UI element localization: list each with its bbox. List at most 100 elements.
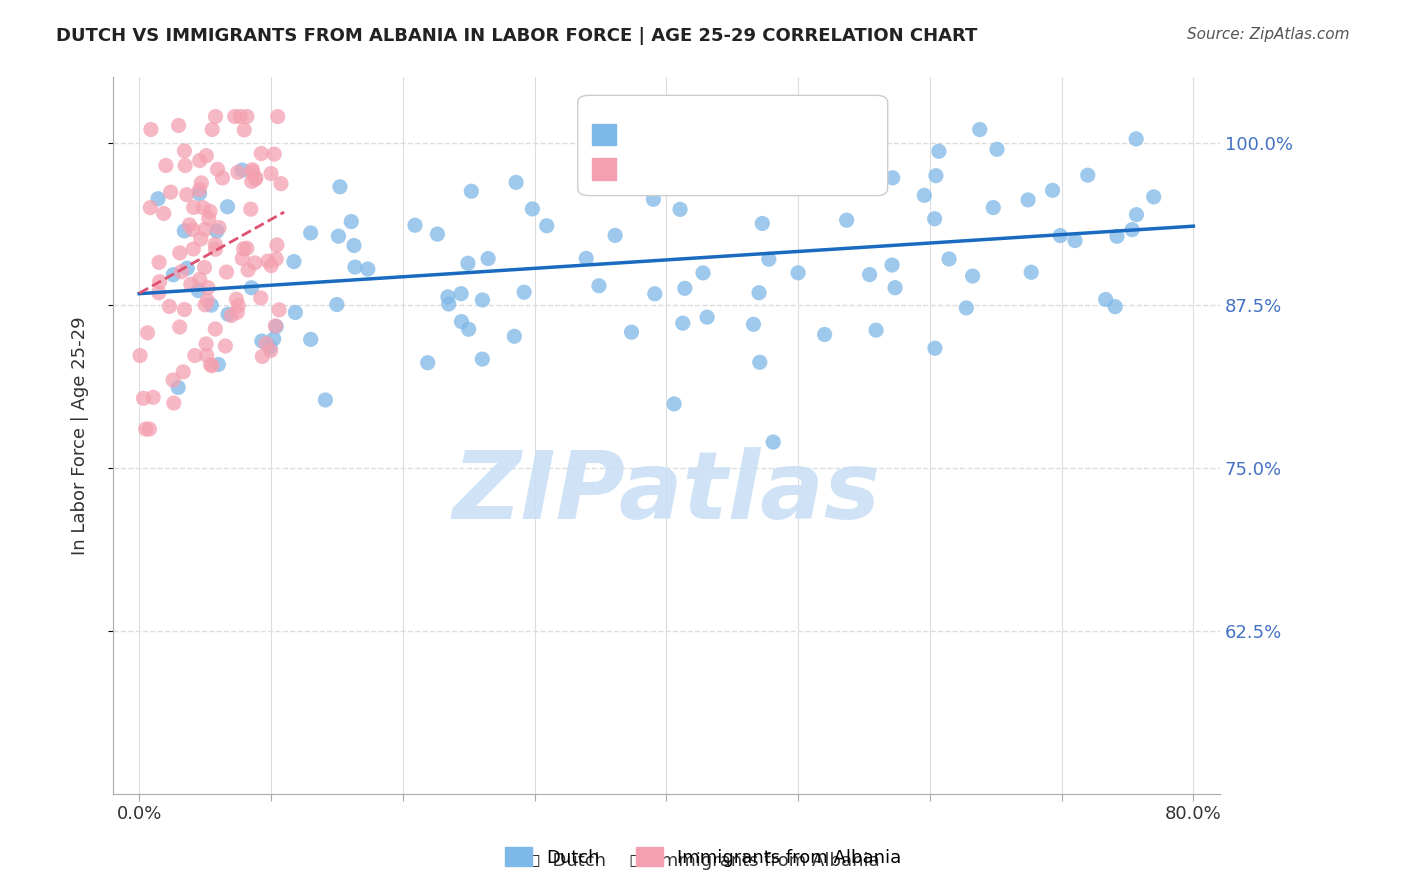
Immigrants from Albania	[162, 373, 184, 387]
Immigrants from Albania	[204, 322, 226, 336]
Dutch	[513, 285, 536, 300]
Dutch	[505, 175, 527, 189]
Immigrants from Albania	[204, 242, 226, 256]
Dutch	[264, 319, 287, 334]
Immigrants from Albania	[163, 396, 186, 410]
Immigrants from Albania	[195, 348, 218, 362]
Immigrants from Albania	[224, 110, 246, 124]
Immigrants from Albania	[232, 242, 254, 256]
Text: DUTCH VS IMMIGRANTS FROM ALBANIA IN LABOR FORCE | AGE 25-29 CORRELATION CHART: DUTCH VS IMMIGRANTS FROM ALBANIA IN LABO…	[56, 27, 977, 45]
Immigrants from Albania	[214, 339, 236, 353]
Immigrants from Albania	[225, 292, 247, 306]
Immigrants from Albania	[195, 149, 218, 163]
Dutch	[217, 200, 239, 214]
Immigrants from Albania	[152, 206, 174, 220]
Immigrants from Albania	[155, 159, 177, 173]
Immigrants from Albania	[181, 222, 204, 236]
Immigrants from Albania	[190, 232, 212, 246]
Dutch	[450, 315, 472, 329]
Immigrants from Albania	[191, 201, 214, 215]
Dutch	[955, 301, 977, 315]
Immigrants from Albania	[204, 110, 226, 124]
Dutch	[240, 281, 263, 295]
Dutch	[1049, 228, 1071, 243]
Immigrants from Albania	[266, 238, 288, 252]
Dutch	[299, 333, 322, 347]
Dutch	[1105, 229, 1128, 244]
Immigrants from Albania	[257, 254, 280, 268]
Immigrants from Albania	[188, 183, 211, 197]
Bar	[592, 159, 616, 180]
Immigrants from Albania	[211, 170, 233, 185]
Dutch	[748, 285, 770, 300]
Immigrants from Albania	[245, 172, 267, 186]
Dutch	[343, 238, 366, 252]
Immigrants from Albania	[259, 343, 281, 358]
Immigrants from Albania	[198, 204, 221, 219]
Dutch	[457, 322, 479, 336]
Text: Source: ZipAtlas.com: Source: ZipAtlas.com	[1187, 27, 1350, 42]
Dutch	[477, 252, 499, 266]
Dutch	[357, 262, 380, 277]
Immigrants from Albania	[174, 159, 197, 173]
Dutch	[969, 122, 991, 136]
Dutch	[662, 397, 685, 411]
Immigrants from Albania	[148, 285, 170, 300]
Immigrants from Albania	[236, 241, 259, 255]
Immigrants from Albania	[172, 365, 194, 379]
Immigrants from Albania	[149, 275, 172, 289]
Dutch	[748, 355, 770, 369]
Immigrants from Albania	[233, 123, 256, 137]
Dutch	[758, 252, 780, 267]
Dutch	[751, 217, 773, 231]
Immigrants from Albania	[231, 252, 253, 266]
Immigrants from Albania	[229, 110, 252, 124]
Immigrants from Albania	[270, 177, 292, 191]
Immigrants from Albania	[159, 185, 181, 199]
Dutch	[457, 256, 479, 270]
Immigrants from Albania	[188, 272, 211, 286]
Dutch	[696, 310, 718, 325]
Dutch	[986, 142, 1008, 156]
Dutch	[925, 169, 948, 183]
Immigrants from Albania	[236, 110, 259, 124]
Immigrants from Albania	[197, 211, 219, 226]
Dutch	[416, 356, 439, 370]
Dutch	[460, 184, 482, 198]
Immigrants from Albania	[148, 255, 170, 269]
Immigrants from Albania	[169, 320, 191, 334]
Immigrants from Albania	[264, 252, 287, 266]
Dutch	[284, 305, 307, 319]
Dutch	[1125, 208, 1147, 222]
Dutch	[207, 358, 229, 372]
Dutch	[884, 280, 907, 294]
Dutch	[787, 157, 810, 171]
Immigrants from Albania	[267, 110, 290, 124]
Dutch	[426, 227, 449, 241]
Dutch	[859, 164, 882, 178]
Dutch	[343, 260, 366, 274]
Immigrants from Albania	[201, 359, 224, 373]
Dutch	[176, 261, 198, 276]
Immigrants from Albania	[208, 220, 231, 235]
Immigrants from Albania	[129, 349, 152, 363]
Immigrants from Albania	[188, 153, 211, 168]
Immigrants from Albania	[269, 302, 291, 317]
Dutch	[742, 318, 765, 332]
Immigrants from Albania	[135, 422, 157, 436]
Immigrants from Albania	[184, 349, 207, 363]
Dutch	[669, 202, 692, 217]
Dutch	[603, 228, 626, 243]
Dutch	[329, 179, 352, 194]
Immigrants from Albania	[183, 201, 205, 215]
Immigrants from Albania	[195, 293, 218, 308]
Immigrants from Albania	[136, 326, 159, 340]
Dutch	[1104, 300, 1126, 314]
Immigrants from Albania	[200, 358, 222, 372]
Dutch	[1019, 265, 1042, 279]
Immigrants from Albania	[204, 237, 226, 252]
Dutch	[1042, 183, 1064, 197]
Dutch	[187, 284, 209, 298]
Immigrants from Albania	[264, 318, 287, 333]
Dutch	[404, 218, 426, 232]
